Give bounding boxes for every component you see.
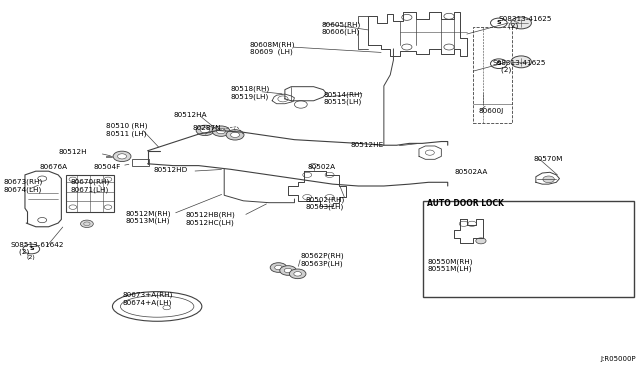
Text: 80673(RH)
80674(LH): 80673(RH) 80674(LH)	[4, 179, 43, 193]
Circle shape	[511, 17, 531, 29]
Text: 80287N: 80287N	[192, 125, 221, 131]
Text: 80504F: 80504F	[93, 164, 120, 170]
Bar	[473, 27, 511, 123]
Text: S: S	[497, 20, 501, 25]
Text: 80570M: 80570M	[534, 156, 563, 162]
Text: S08513-61642
    (2): S08513-61642 (2)	[10, 241, 64, 255]
Text: 80518(RH)
80519(LH): 80518(RH) 80519(LH)	[230, 86, 270, 100]
Circle shape	[275, 265, 282, 270]
Circle shape	[284, 268, 292, 273]
Text: 80512HE: 80512HE	[351, 141, 384, 148]
Text: 80512HD: 80512HD	[154, 167, 188, 173]
Circle shape	[216, 129, 225, 134]
Circle shape	[230, 132, 239, 137]
Text: 80605(RH)
80606(LH): 80605(RH) 80606(LH)	[321, 21, 360, 35]
Text: 80562P(RH)
80563P(LH): 80562P(RH) 80563P(LH)	[301, 253, 344, 267]
Bar	[424, 201, 634, 297]
Circle shape	[212, 126, 230, 137]
Circle shape	[200, 128, 209, 133]
Circle shape	[81, 220, 93, 228]
Text: 80608M(RH)
80609  (LH): 80608M(RH) 80609 (LH)	[250, 41, 295, 55]
Text: (2): (2)	[27, 254, 36, 260]
Circle shape	[289, 269, 306, 279]
Text: 80502(RH)
80503(LH): 80502(RH) 80503(LH)	[306, 196, 345, 210]
Circle shape	[490, 18, 507, 28]
Text: 80600J: 80600J	[478, 108, 504, 114]
Text: 80514(RH)
80515(LH): 80514(RH) 80515(LH)	[323, 92, 362, 106]
Circle shape	[280, 266, 296, 275]
Bar	[132, 159, 150, 166]
Circle shape	[118, 154, 127, 159]
Text: 80512HB(RH)
80512HC(LH): 80512HB(RH) 80512HC(LH)	[186, 212, 236, 226]
Bar	[67, 175, 115, 212]
Text: 80670(RH)
80671(LH): 80670(RH) 80671(LH)	[71, 179, 110, 193]
Text: S: S	[29, 246, 34, 251]
Text: AUTO DOOR LOCK: AUTO DOOR LOCK	[428, 199, 504, 208]
Text: J:R05000P: J:R05000P	[600, 356, 636, 362]
Circle shape	[270, 263, 287, 272]
Text: 80512H: 80512H	[58, 149, 87, 155]
Circle shape	[476, 238, 486, 244]
Text: S08313-41625
    (2): S08313-41625 (2)	[492, 60, 546, 74]
Circle shape	[23, 244, 40, 254]
Text: 80673+A(RH)
80674+A(LH): 80673+A(RH) 80674+A(LH)	[122, 292, 172, 306]
Text: 80550M(RH)
80551M(LH): 80550M(RH) 80551M(LH)	[428, 258, 473, 272]
Text: S: S	[497, 61, 501, 66]
Circle shape	[511, 56, 531, 68]
Text: 80510 (RH)
80511 (LH): 80510 (RH) 80511 (LH)	[106, 123, 148, 137]
Text: 80502AA: 80502AA	[454, 169, 488, 175]
Circle shape	[294, 272, 301, 276]
Text: 80502A: 80502A	[307, 164, 335, 170]
Text: 80676A: 80676A	[39, 164, 67, 170]
Circle shape	[226, 130, 244, 140]
Text: 80512M(RH)
80513M(LH): 80512M(RH) 80513M(LH)	[125, 210, 171, 224]
Text: 80512HA: 80512HA	[173, 112, 207, 118]
Circle shape	[196, 125, 214, 136]
Circle shape	[543, 176, 554, 183]
Text: S08313-41625
    (2): S08313-41625 (2)	[499, 16, 552, 29]
Circle shape	[490, 59, 507, 68]
Circle shape	[113, 151, 131, 161]
